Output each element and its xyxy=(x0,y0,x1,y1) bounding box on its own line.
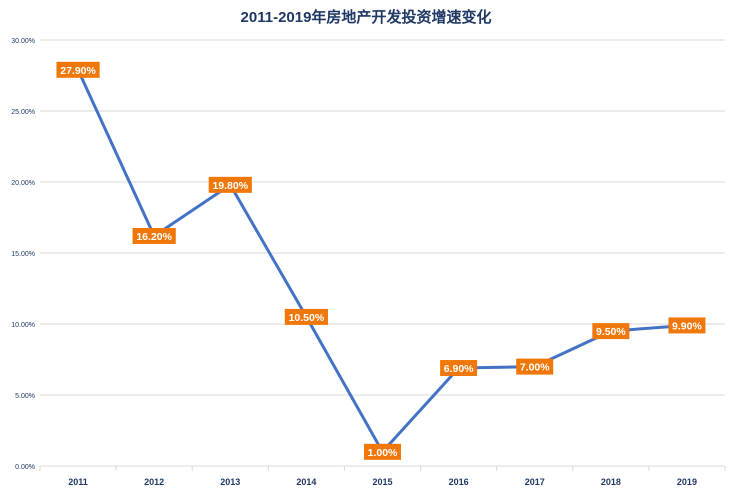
x-axis-tick-labels: 2011 2012 2013 2014 2015 2016 2017 2018 2019 xyxy=(68,477,697,487)
y-tick-label: 10.00% xyxy=(11,322,35,329)
x-tick-label: 2015 xyxy=(372,477,392,487)
data-label: 1.00% xyxy=(364,443,401,460)
x-tick-label: 2019 xyxy=(677,477,697,487)
data-label: 6.90% xyxy=(440,360,478,377)
data-label-box xyxy=(56,61,100,78)
data-label-box xyxy=(592,323,630,340)
data-label-text: 7.00% xyxy=(520,362,550,374)
data-label-box xyxy=(364,443,401,460)
data-label-box xyxy=(132,227,176,244)
x-tick-label: 2013 xyxy=(220,477,240,487)
data-label: 9.50% xyxy=(592,323,630,340)
data-label-text: 9.90% xyxy=(672,320,702,332)
data-label-box xyxy=(440,360,478,377)
data-label: 9.90% xyxy=(668,317,706,334)
y-tick-label: 0.00% xyxy=(15,464,35,471)
y-tick-label: 5.00% xyxy=(15,393,35,400)
data-labels: 27.90% 16.20% 19.80% 10.50% 1.00% 6.90% 7.00% 9… xyxy=(56,61,706,460)
data-label-text: 9.50% xyxy=(596,326,626,338)
data-label-text: 16.20% xyxy=(136,231,172,243)
data-label-box xyxy=(516,358,554,375)
x-tick-label: 2018 xyxy=(601,477,621,487)
data-label-text: 10.50% xyxy=(289,312,325,324)
data-label-box xyxy=(208,176,252,193)
data-label-box xyxy=(668,317,706,334)
gridlines xyxy=(39,39,726,471)
y-tick-label: 30.00% xyxy=(11,38,35,45)
chart-title: 2011-2019年房地产开发投资增速变化 xyxy=(241,8,492,26)
x-tick-label: 2012 xyxy=(144,477,164,487)
data-label-text: 6.90% xyxy=(444,363,474,375)
data-label-text: 27.90% xyxy=(60,65,96,77)
x-tick-label: 2016 xyxy=(449,477,469,487)
data-label: 16.20% xyxy=(132,227,176,244)
data-label-box xyxy=(284,308,328,325)
y-tick-label: 20.00% xyxy=(11,180,35,187)
x-tick-label: 2011 xyxy=(68,477,88,487)
y-axis-tick-labels: 0.00% 5.00% 10.00% 15.00% 20.00% 25.00% 30.00% xyxy=(11,38,35,471)
data-label: 7.00% xyxy=(516,358,554,375)
data-label: 10.50% xyxy=(284,308,328,325)
data-label-text: 19.80% xyxy=(212,180,248,192)
data-label: 27.90% xyxy=(56,61,100,78)
data-label: 19.80% xyxy=(208,176,252,193)
x-tick-label: 2014 xyxy=(296,477,316,487)
x-tick-label: 2017 xyxy=(525,477,545,487)
y-tick-label: 25.00% xyxy=(11,109,35,116)
y-tick-label: 15.00% xyxy=(11,251,35,258)
data-label-text: 1.00% xyxy=(368,447,398,459)
